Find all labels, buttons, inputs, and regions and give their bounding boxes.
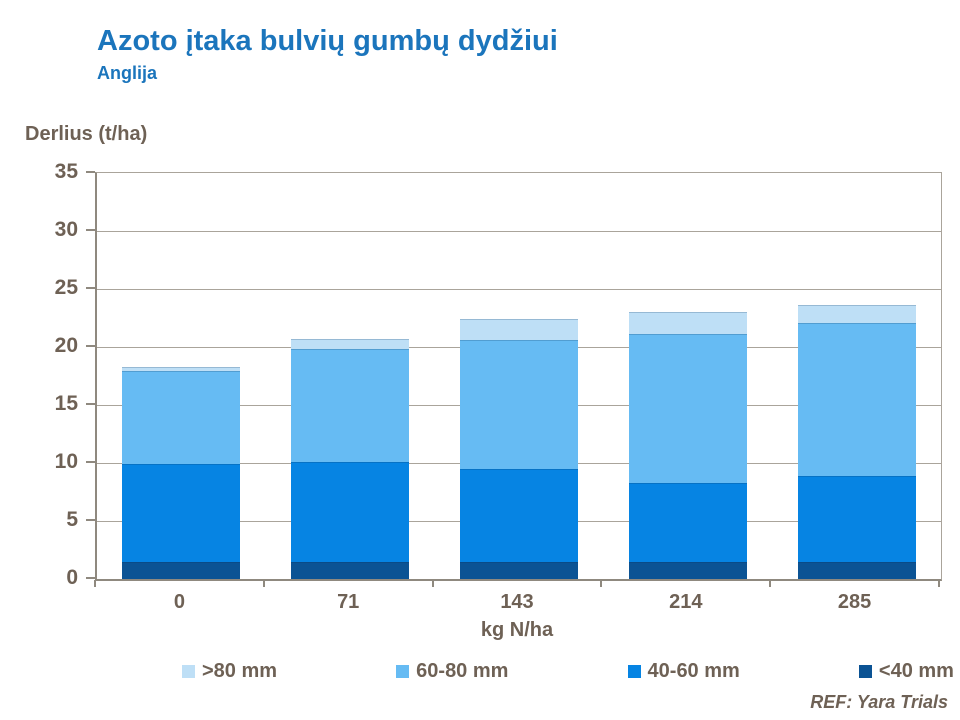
y-axis-title: Derlius (t/ha) — [25, 123, 148, 145]
y-tick — [86, 287, 95, 289]
bar-segment-40-60mm — [628, 482, 747, 562]
legend-label: <40 mm — [878, 660, 954, 682]
legend-label: 60-80 mm — [416, 660, 509, 682]
x-tick — [938, 580, 940, 587]
x-axis-title: kg N/ha — [480, 619, 554, 641]
legend-swatch — [182, 665, 195, 678]
legend-item: 60-80 mm — [396, 660, 508, 683]
bar-71 — [291, 338, 410, 579]
y-tick-label: 15 — [54, 392, 78, 415]
x-tick-label: 71 — [337, 591, 360, 613]
legend-label: 40-60 mm — [647, 660, 740, 682]
bar-segment-40-60mm — [797, 475, 916, 562]
gridline — [97, 289, 941, 290]
legend-swatch — [858, 665, 872, 678]
x-tick-label: 285 — [837, 591, 872, 613]
chart-subtitle: Anglija — [97, 63, 158, 83]
bar-segment-<40mm — [628, 561, 747, 579]
legend-label: >80 mm — [202, 660, 278, 682]
bar-segment-<40mm — [460, 561, 578, 579]
bar-segment->80mm — [291, 338, 410, 350]
y-tick — [86, 345, 95, 347]
x-tick-label: 0 — [173, 591, 185, 613]
chart-title: Azoto įtaka bulvių gumbų dydžiui — [97, 25, 558, 57]
x-tick-label: 143 — [500, 591, 534, 613]
bar-segment-60-80mm — [122, 371, 241, 465]
bar-segment-60-80mm — [291, 349, 410, 462]
y-tick-label: 30 — [54, 218, 78, 241]
bar-segment->80mm — [628, 312, 747, 335]
x-tick — [600, 580, 603, 587]
bar-segment-40-60mm — [460, 468, 578, 562]
y-tick — [86, 171, 95, 173]
bar-segment-<40mm — [797, 561, 916, 579]
x-tick — [769, 580, 772, 587]
bar-segment-40-60mm — [122, 464, 241, 562]
x-tick-label: 214 — [669, 591, 703, 613]
y-tick — [86, 519, 95, 521]
y-tick-label: 0 — [66, 566, 78, 589]
bar-segment-40-60mm — [291, 461, 410, 562]
y-tick-label: 5 — [66, 508, 78, 531]
legend-item: <40 mm — [858, 660, 954, 683]
bar-segment-60-80mm — [460, 340, 578, 469]
bar-segment-<40mm — [122, 561, 241, 579]
legend-swatch — [396, 665, 410, 678]
bar-segment-60-80mm — [797, 322, 916, 476]
reference-text: REF: Yara Trials — [810, 692, 948, 712]
y-tick-label: 20 — [54, 334, 78, 357]
legend-item: >80 mm — [182, 660, 277, 683]
bar-segment->80mm — [460, 319, 578, 341]
x-tick — [262, 580, 265, 587]
x-tick — [94, 580, 96, 587]
y-tick-label: 10 — [54, 450, 78, 473]
bar-segment->80mm — [122, 366, 241, 372]
bar-285 — [797, 305, 916, 579]
y-tick — [86, 403, 95, 405]
legend-swatch — [627, 665, 641, 678]
y-tick — [86, 577, 95, 579]
bar-segment-60-80mm — [628, 334, 747, 483]
bar-segment-<40mm — [291, 561, 410, 579]
bar-214 — [628, 312, 747, 579]
y-tick-label: 25 — [54, 276, 78, 299]
legend: >80 mm 60-80 mm 40-60 mm <40 mm — [182, 660, 954, 683]
bar-143 — [460, 319, 578, 579]
x-tick — [431, 580, 434, 587]
y-tick — [86, 229, 95, 231]
legend-item: 40-60 mm — [627, 660, 740, 683]
y-tick-label: 35 — [54, 160, 78, 183]
y-tick — [86, 461, 95, 463]
gridline — [97, 231, 941, 232]
bar-segment->80mm — [797, 305, 916, 323]
bar-0 — [122, 366, 241, 579]
plot-area — [95, 172, 942, 581]
